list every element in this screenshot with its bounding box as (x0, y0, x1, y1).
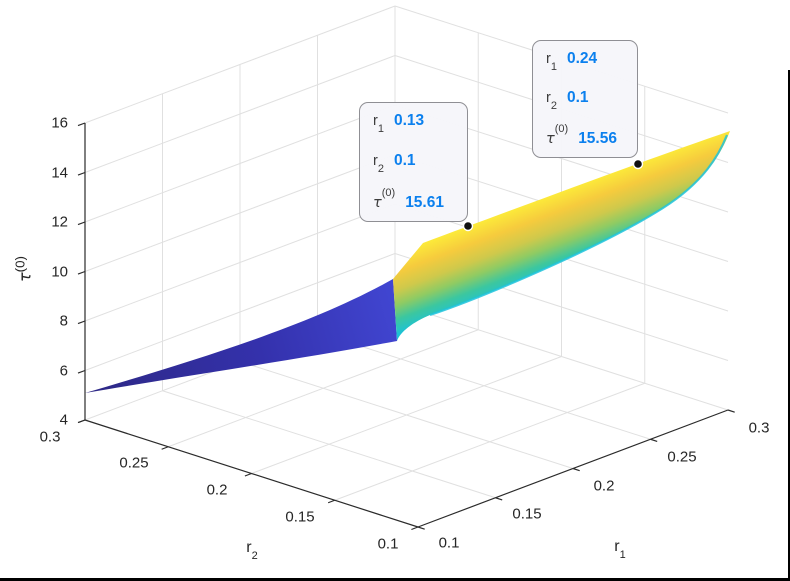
datatip-row: r2 0.1 (546, 89, 589, 112)
surface-bottom-edge-highlight (429, 134, 729, 317)
datatip-2[interactable]: r1 0.24 r2 0.1 τ(0) 15.56 (532, 40, 638, 158)
z-tick (77, 320, 86, 325)
r2-tick-label: 0.2 (206, 481, 228, 499)
r2-tick (244, 472, 252, 477)
axes-lines (77, 122, 735, 531)
r2-tick (327, 499, 335, 504)
datatip-row: τ(0) 15.56 (546, 123, 617, 147)
surface-low-plateau[interactable] (85, 279, 397, 393)
r1-tick (417, 526, 425, 530)
z-tick-label: 16 (51, 114, 68, 132)
box-back-edge (394, 302, 729, 411)
z-tick-label: 10 (51, 263, 68, 280)
z-tick (77, 171, 86, 176)
datatip-1[interactable]: r1 0.13 r2 0.1 τ(0) 15.61 (359, 102, 468, 222)
datatip-marker-1[interactable] (462, 220, 474, 232)
gridline (317, 331, 651, 440)
r2-axis-label: r2 (246, 538, 258, 563)
datatip-row: r1 0.13 (373, 112, 425, 135)
gridline (162, 390, 496, 499)
r1-tick-label: 0.25 (667, 448, 697, 466)
surface-plot[interactable] (85, 131, 730, 393)
surface-high-band[interactable] (393, 131, 730, 341)
r1-axis-label: r1 (614, 537, 626, 562)
z-tick-label: 14 (51, 164, 68, 181)
gridline (239, 361, 574, 469)
r1-tick-label: 0.1 (438, 534, 460, 552)
r1-tick (572, 467, 580, 472)
z-tick (77, 369, 86, 374)
z-tick-label: 8 (59, 312, 68, 330)
r1-tick-label: 0.3 (748, 419, 770, 437)
r1-tick (650, 438, 658, 443)
r2-tick-label: 0.1 (377, 535, 399, 553)
r1-tick (495, 497, 503, 501)
z-tick-label: 12 (51, 213, 68, 231)
r2-tick-label: 0.3 (39, 428, 61, 446)
r1-tick-label: 0.15 (512, 505, 542, 523)
r1-tick-label: 0.2 (593, 477, 615, 495)
z-tick (77, 221, 86, 226)
r1-tick (727, 409, 735, 413)
datatip-marker-2[interactable] (632, 158, 644, 170)
datatip-row: r2 0.1 (373, 152, 416, 175)
window-bottom-border (0, 578, 790, 581)
z-tick (77, 270, 86, 275)
z-axis-label: τ(0) (12, 256, 35, 282)
r2-tick (78, 419, 86, 424)
z-tick (77, 122, 86, 127)
r2-tick (411, 526, 419, 531)
datatip-row: τ(0) 15.61 (373, 187, 444, 211)
z-tick-label: 4 (59, 411, 68, 429)
r2-tick-label: 0.25 (119, 454, 149, 472)
datatip-row: r1 0.24 (546, 50, 598, 73)
r2-tick (161, 446, 169, 450)
r2-tick-label: 0.15 (285, 508, 315, 526)
window-right-border (788, 70, 790, 581)
z-tick-label: 6 (59, 362, 68, 379)
